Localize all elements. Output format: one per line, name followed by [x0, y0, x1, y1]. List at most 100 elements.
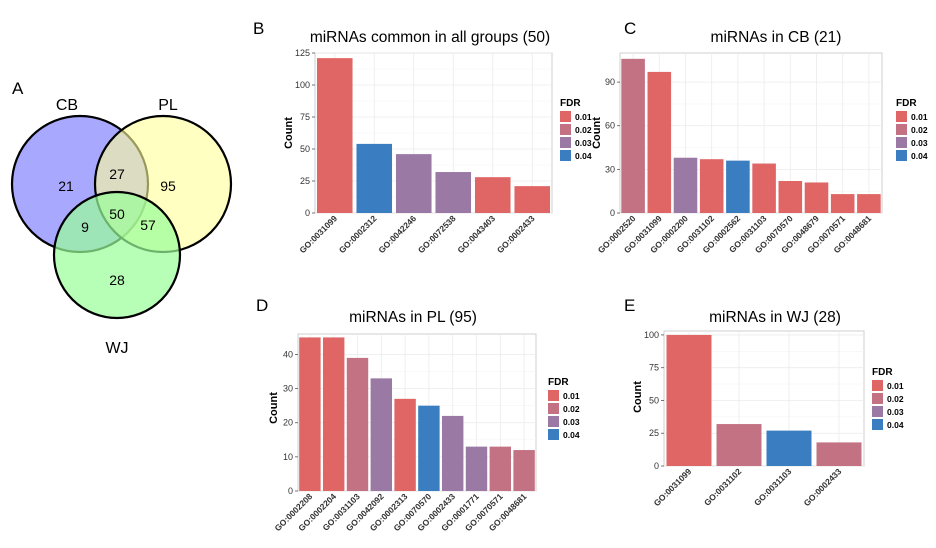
bar: [726, 160, 750, 213]
bar: [489, 446, 512, 491]
legend: FDR 0.01 0.02 0.03 0.04: [872, 367, 904, 430]
venn-label-cb: CB: [56, 97, 78, 114]
bar: [621, 58, 645, 214]
y-tick-label: 50: [300, 144, 310, 154]
legend-entry: 0.01: [563, 391, 580, 401]
y-tick-label: 10: [283, 452, 293, 462]
legend: FDR 0.01 0.02 0.03 0.04: [548, 377, 580, 440]
bar: [766, 430, 812, 466]
x-tick-label: GO:0031099: [297, 213, 339, 255]
x-tick-label: GO:0031102: [702, 466, 744, 508]
x-tick-label: GO:0042246: [376, 213, 418, 255]
y-axis-label: Count: [591, 117, 603, 149]
bar: [356, 143, 393, 213]
x-tick-label: GO:0002433: [802, 466, 844, 508]
bar: [395, 154, 432, 213]
venn-count-pl-wj: 57: [140, 217, 156, 233]
x-tick-label: GO:0072538: [416, 213, 458, 255]
legend-swatch: [872, 419, 883, 430]
panel-label: B: [253, 19, 264, 38]
panel-label: E: [624, 296, 635, 315]
y-tick-label: 100: [295, 80, 310, 90]
legend-title: FDR: [560, 98, 581, 109]
legend-swatch: [548, 429, 559, 440]
legend-entry: 0.03: [887, 407, 904, 417]
venn-count-wj-only: 28: [109, 272, 125, 288]
legend-swatch: [896, 124, 907, 135]
venn-count-pl-only: 95: [160, 178, 176, 194]
x-tick-label: GO:0043403: [455, 213, 497, 255]
bar: [647, 71, 672, 213]
legend-swatch: [872, 393, 883, 404]
y-tick-label: 20: [283, 418, 293, 428]
legend-entry: 0.03: [563, 417, 580, 427]
legend-title: FDR: [872, 367, 893, 378]
panel-label: D: [256, 296, 268, 315]
y-tick-label: 0: [610, 208, 615, 218]
y-tick-label: 40: [283, 349, 293, 359]
legend-entry: 0.04: [887, 420, 904, 430]
bar: [370, 378, 393, 491]
y-tick-label: 30: [605, 164, 615, 174]
venn-count-all: 50: [109, 206, 125, 222]
bar: [474, 177, 511, 213]
y-tick-label: 60: [605, 121, 615, 131]
legend-entry: 0.02: [563, 404, 580, 414]
y-tick-label: 0: [305, 208, 310, 218]
y-tick-label: 0: [288, 486, 293, 496]
bar: [857, 194, 881, 213]
y-tick-label: 90: [605, 77, 615, 87]
venn-circle-wj: [52, 190, 182, 320]
bar: [699, 159, 724, 213]
venn-panel: A CB PL WJ 21 95 28 27 9 57 50: [10, 79, 233, 357]
y-tick-label: 25: [649, 428, 659, 438]
legend-title: FDR: [896, 98, 917, 109]
chart-title: miRNAs in WJ (28): [709, 309, 841, 326]
legend-swatch: [560, 137, 571, 148]
y-axis-label: Count: [268, 392, 280, 424]
legend-entry: 0.04: [563, 430, 580, 440]
legend-swatch: [896, 111, 907, 122]
bar: [716, 424, 762, 466]
y-axis-label: Count: [632, 381, 644, 413]
legend-entry: 0.01: [911, 112, 928, 122]
venn-count-cb-wj: 9: [81, 219, 89, 235]
x-tick-label: GO:0031103: [752, 466, 794, 508]
bar: [514, 186, 551, 213]
y-tick-label: 100: [644, 330, 659, 340]
bar: [465, 446, 488, 491]
x-tick-label: GO:0002312: [337, 213, 379, 255]
x-tick-label: GO:0031099: [652, 466, 694, 508]
bar: [316, 58, 353, 214]
legend-entry: 0.01: [887, 381, 904, 391]
y-tick-label: 75: [649, 363, 659, 373]
legend-swatch: [560, 150, 571, 161]
venn-label-wj: WJ: [105, 340, 128, 357]
legend-swatch: [872, 406, 883, 417]
bar: [394, 398, 416, 491]
chart-title: miRNAs in PL (95): [349, 309, 477, 326]
bar: [299, 337, 321, 491]
legend-entry: 0.04: [575, 151, 592, 161]
legend-swatch: [548, 416, 559, 427]
bar: [830, 194, 855, 213]
bar: [322, 337, 345, 491]
bar: [435, 172, 472, 213]
bar: [418, 405, 440, 491]
bar: [513, 450, 535, 491]
bar: [441, 415, 464, 491]
legend: FDR 0.01 0.02 0.03 0.04: [560, 98, 592, 161]
legend-swatch: [548, 403, 559, 414]
bar: [816, 442, 862, 466]
bar: [673, 157, 698, 213]
bar: [804, 182, 829, 213]
y-tick-label: 0: [654, 461, 659, 471]
venn-count-cb-only: 21: [58, 178, 74, 194]
panel-label: C: [624, 19, 636, 38]
legend-entry: 0.02: [911, 125, 928, 135]
